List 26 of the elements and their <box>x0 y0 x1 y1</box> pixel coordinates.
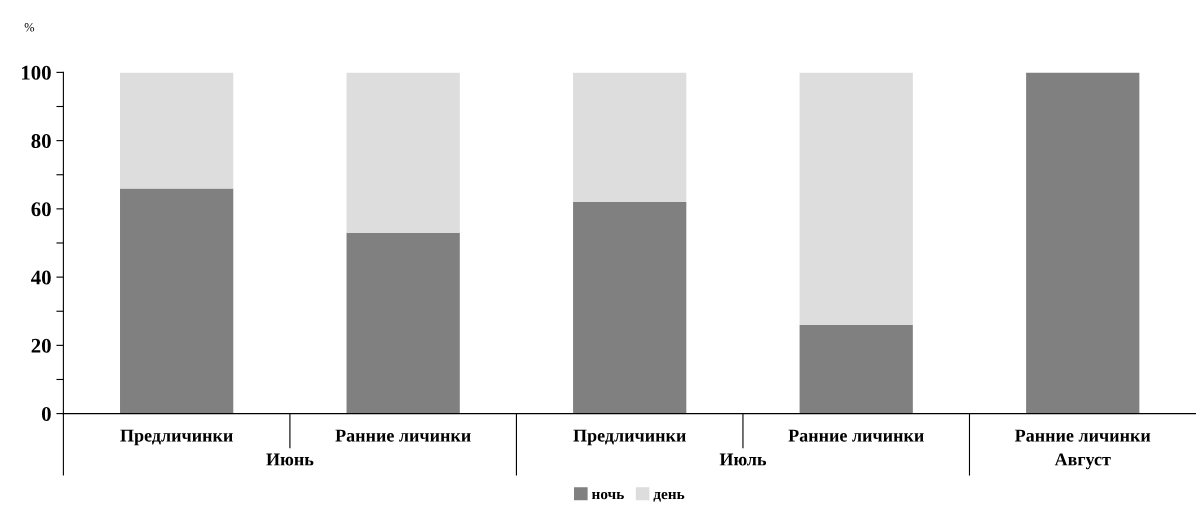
bar <box>1026 72 1140 414</box>
bar <box>346 232 460 414</box>
legend-label: ночь <box>591 491 624 500</box>
y-tick-label: 80 <box>31 134 51 149</box>
x-tick-label: Ранние личинки <box>335 429 471 442</box>
y-tick-label: 0 <box>41 406 51 422</box>
y-tick-label: 60 <box>31 202 51 217</box>
x-tick-label: Ранние личинки <box>1014 429 1151 442</box>
bar <box>799 324 913 414</box>
y-tick-label: 20 <box>31 338 51 353</box>
legend-label: день <box>653 491 685 502</box>
text: Июнь <box>266 453 314 466</box>
bar <box>799 72 913 325</box>
y-tick-label: 100 <box>22 65 51 80</box>
bar <box>120 188 234 414</box>
y-axis-title: % <box>24 23 35 32</box>
x-tick-label: Предличинки <box>573 429 686 446</box>
bar <box>120 72 234 189</box>
bar <box>346 72 460 233</box>
bar <box>573 72 687 203</box>
x-tick-label: Предличинки <box>120 429 233 446</box>
text: Июль <box>719 453 767 466</box>
x-tick-label: Ранние личинки <box>788 429 924 442</box>
text: Август <box>1054 453 1111 470</box>
y-tick-label: 40 <box>31 270 51 285</box>
bar <box>573 202 687 414</box>
